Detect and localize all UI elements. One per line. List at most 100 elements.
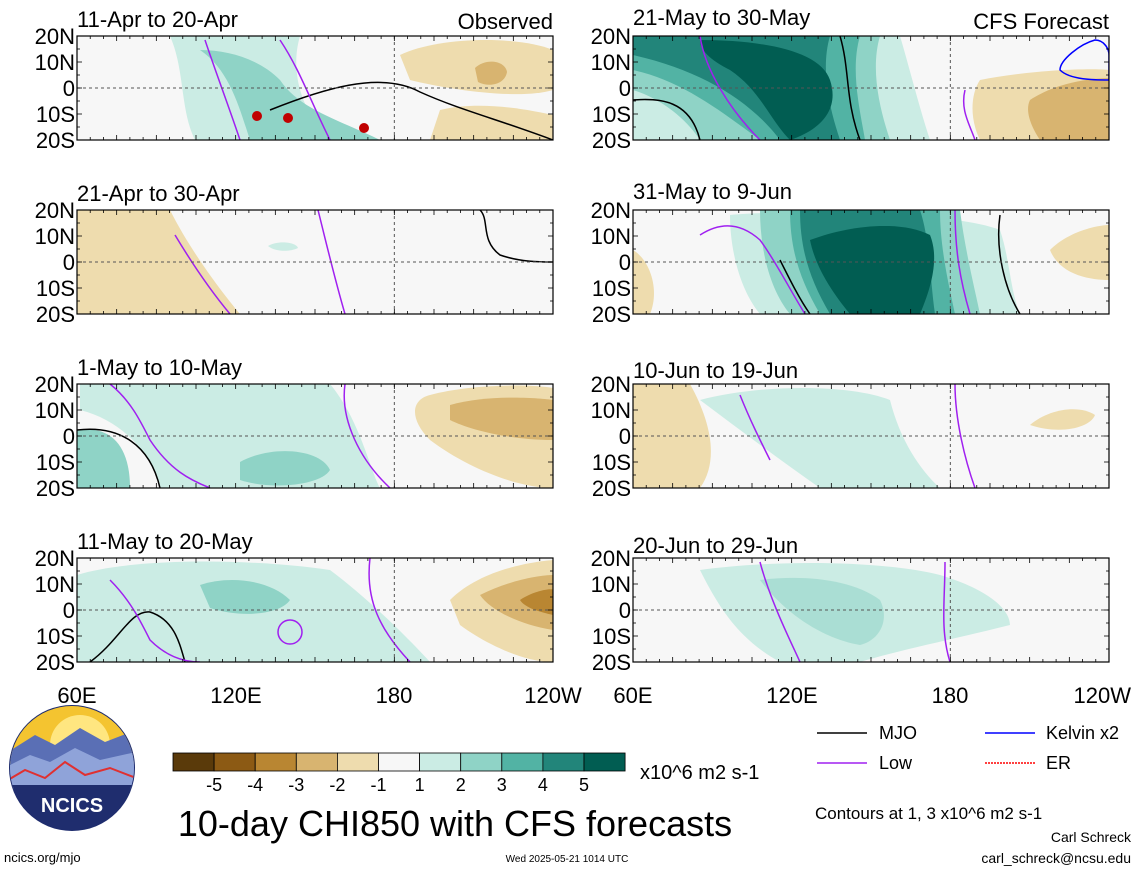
colorbar-swatch — [378, 752, 420, 772]
colorbar-tick-label: 2 — [456, 775, 466, 795]
colorbar-units: x10^6 m2 s-1 — [640, 762, 759, 784]
lon-label: 120W — [524, 683, 582, 708]
colorbar-swatch — [213, 752, 256, 772]
lat-label: 10S — [592, 624, 631, 649]
lat-label: 20N — [591, 24, 631, 49]
colorbar-tick-label: -4 — [247, 775, 263, 795]
lat-label: 10S — [592, 276, 631, 301]
panel-title: 1-May to 10-May — [77, 355, 242, 380]
lat-label: 0 — [619, 598, 631, 623]
website-link[interactable]: ncics.org/mjo — [4, 850, 81, 865]
lat-label: 0 — [63, 76, 75, 101]
lat-label: 20N — [591, 546, 631, 571]
map-panel-fcst-4: 20-Jun to 29-Jun — [633, 533, 1109, 662]
colorbar-tick-label: -5 — [206, 775, 222, 795]
lon-label: 60E — [613, 683, 652, 708]
colorbar-swatch — [336, 752, 379, 772]
legend-label-mjo: MJO — [879, 723, 917, 743]
panel-title: 20-Jun to 29-Jun — [633, 533, 798, 558]
lat-label: 0 — [619, 250, 631, 275]
map-panel-obs-2: 21-Apr to 30-Apr — [77, 181, 553, 314]
lat-label: 10N — [591, 224, 631, 249]
map-panel-fcst-1: 21-May to 30-May CFS Forecast — [633, 5, 1109, 140]
lat-label: 20N — [35, 546, 75, 571]
ncics-logo[interactable]: NCICS — [8, 704, 138, 835]
panel-title: 11-Apr to 20-Apr — [77, 7, 238, 32]
map-panel-obs-4: 11-May to 20-May — [77, 529, 553, 662]
lat-label: 20S — [592, 650, 631, 675]
colorbar-swatch — [172, 752, 215, 772]
lat-label: 20S — [36, 650, 75, 675]
panel-title: 21-Apr to 30-Apr — [77, 181, 240, 206]
legend-label-kelvin: Kelvin x2 — [1046, 723, 1119, 743]
colorbar-tick-label: -2 — [329, 775, 345, 795]
lat-label: 10N — [591, 398, 631, 423]
lon-label: 120E — [766, 683, 817, 708]
legend-label-low: Low — [879, 753, 913, 773]
colorbar-swatch — [295, 752, 338, 772]
author-email[interactable]: carl_schreck@ncsu.edu — [981, 850, 1131, 866]
colorbar-tick-label: 1 — [415, 775, 425, 795]
timestamp: Wed 2025-05-21 1014 UTC — [506, 854, 629, 865]
lat-label: 10S — [592, 102, 631, 127]
colorbar-swatch — [419, 752, 462, 772]
main-title: 10-day CHI850 with CFS forecasts — [178, 803, 732, 844]
lon-label: 180 — [376, 683, 413, 708]
observed-label: Observed — [458, 9, 553, 34]
lat-label: 20S — [36, 128, 75, 153]
lon-label: 120W — [1074, 683, 1132, 708]
lon-label: 120E — [210, 683, 261, 708]
panel-title: 11-May to 20-May — [77, 529, 253, 554]
lat-label: 20S — [592, 302, 631, 327]
lat-label: 10S — [36, 450, 75, 475]
map-panel-obs-1: 11-Apr to 20-Apr Observed — [77, 7, 553, 140]
map-panel-obs-3: 1-May to 10-May — [77, 355, 553, 488]
lat-label: 0 — [63, 250, 75, 275]
panel-frames: 20N10N010S20S20N10N010S20S20N10N010S20S2… — [35, 24, 1110, 675]
colorbar-swatch — [542, 752, 585, 772]
lat-label: 20N — [35, 198, 75, 223]
lat-label: 10N — [35, 572, 75, 597]
colorbar-tick-label: -3 — [288, 775, 304, 795]
lat-label: 20N — [35, 372, 75, 397]
colorbar-tick-label: 4 — [538, 775, 548, 795]
lat-label: 10S — [36, 276, 75, 301]
lat-label: 0 — [619, 76, 631, 101]
colorbar-swatch — [501, 752, 544, 772]
map-panel-fcst-2: 31-May to 9-Jun — [633, 179, 1109, 314]
logo-text: NCICS — [41, 795, 103, 817]
legend-label-er: ER — [1046, 753, 1071, 773]
author-name: Carl Schreck — [1051, 829, 1132, 845]
lat-label: 10S — [36, 624, 75, 649]
panel-title: 10-Jun to 19-Jun — [633, 358, 798, 383]
legend: MJO Kelvin x2 Low ER Contours at 1, 3 x1… — [815, 723, 1119, 823]
lat-label: 20S — [36, 302, 75, 327]
lat-label: 10N — [35, 50, 75, 75]
lat-label: 10N — [35, 398, 75, 423]
lat-label: 0 — [619, 424, 631, 449]
colorbar-tick-label: 3 — [497, 775, 507, 795]
lat-label: 10S — [36, 102, 75, 127]
lat-label: 0 — [63, 598, 75, 623]
colorbar-swatch — [583, 752, 626, 772]
forecast-label: CFS Forecast — [973, 9, 1109, 34]
colorbar: -5 -4 -3 -2 -1 1 2 3 4 5 — [172, 752, 626, 795]
lat-label: 10N — [35, 224, 75, 249]
colorbar-tick-label: 5 — [579, 775, 589, 795]
panel-title: 31-May to 9-Jun — [633, 179, 792, 204]
lat-label: 20N — [35, 24, 75, 49]
lat-label: 20S — [592, 128, 631, 153]
lat-label: 10N — [591, 50, 631, 75]
colorbar-swatch — [254, 752, 297, 772]
lon-label: 180 — [932, 683, 969, 708]
lat-label: 10S — [592, 450, 631, 475]
contours-note: Contours at 1, 3 x10^6 m2 s-1 — [815, 804, 1042, 823]
lon-label: 60E — [57, 683, 96, 708]
lat-label: 20S — [36, 476, 75, 501]
longitude-labels: 60E 120E 180 120W 60E 120E 180 120W — [57, 683, 1131, 708]
colorbar-tick-label: -1 — [370, 775, 386, 795]
lat-label: 10N — [591, 572, 631, 597]
colorbar-swatch — [460, 752, 503, 772]
lat-label: 20S — [592, 476, 631, 501]
